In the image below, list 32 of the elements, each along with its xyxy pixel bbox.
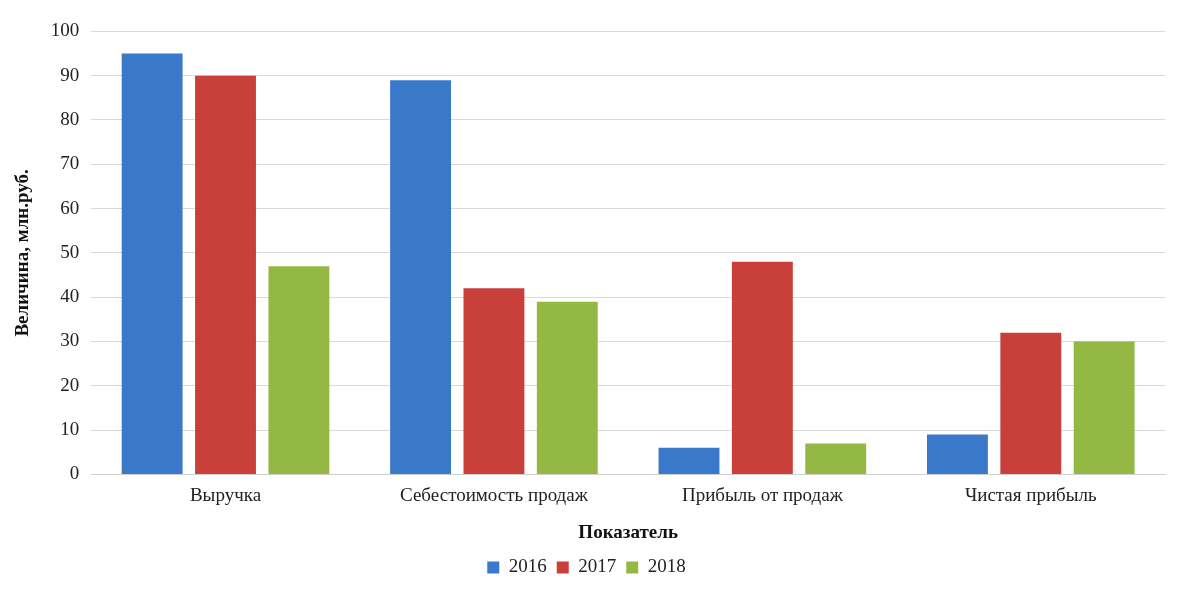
x-axis-title: Показатель <box>578 520 678 542</box>
y-tick-label: 60 <box>60 196 80 218</box>
y-tick-label: 30 <box>60 329 80 351</box>
bar <box>195 75 256 474</box>
bar <box>390 80 452 474</box>
legend-label: 2016 <box>508 555 547 577</box>
x-tick-label: Прибыль от продаж <box>681 483 844 505</box>
bar <box>926 434 988 474</box>
bar <box>463 288 525 474</box>
y-tick-label: 10 <box>60 418 80 440</box>
bar <box>731 261 793 474</box>
bar <box>536 301 598 474</box>
y-tick-label: 100 <box>50 19 80 41</box>
bar <box>658 447 720 474</box>
x-tick-label: Выручка <box>189 483 262 505</box>
bar <box>268 266 330 474</box>
legend-label: 2018 <box>647 555 686 577</box>
y-tick-label: 40 <box>60 285 80 307</box>
y-tick-label: 50 <box>60 240 80 262</box>
y-tick-label: 0 <box>69 462 80 484</box>
x-tick-label: Себестоимость продаж <box>400 483 589 505</box>
x-tick-label: Чистая прибыль <box>964 483 1098 505</box>
y-tick-label: 80 <box>60 107 80 129</box>
y-tick-label: 90 <box>60 63 80 85</box>
bar <box>805 443 867 474</box>
bar <box>1000 332 1062 474</box>
y-axis-title: Величина, млн.руб. <box>11 169 33 337</box>
bar <box>1073 341 1135 474</box>
y-tick-label: 20 <box>60 373 80 395</box>
y-tick-label: 70 <box>60 152 80 174</box>
legend-label: 2017 <box>578 555 617 577</box>
bar <box>121 53 183 474</box>
